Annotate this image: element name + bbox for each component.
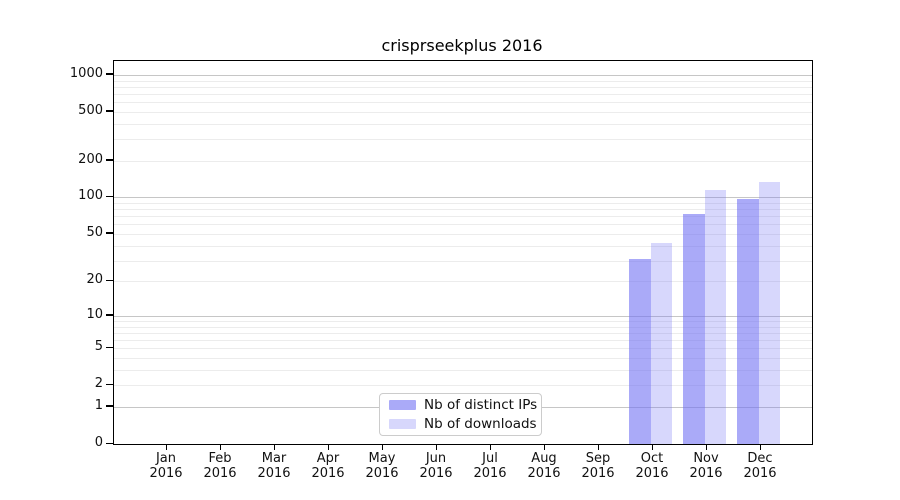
minor-gridline	[114, 80, 812, 82]
bar-distinct-ips-oct	[629, 258, 651, 444]
y-tick-mark	[106, 110, 113, 112]
y-tick-mark	[106, 73, 113, 75]
plot-area	[113, 60, 813, 445]
y-tick-label: 50	[86, 224, 103, 240]
major-gridline	[114, 74, 812, 76]
x-tick-mark	[219, 444, 221, 450]
minor-gridline	[114, 281, 812, 283]
minor-gridline	[114, 160, 812, 162]
minor-gridline	[114, 139, 812, 141]
minor-gridline	[114, 123, 812, 125]
y-tick-label: 500	[78, 102, 103, 118]
y-tick-mark	[106, 279, 113, 282]
x-tick-label: Jul 2016	[473, 451, 507, 481]
y-tick-label: 1000	[69, 65, 103, 81]
minor-gridline	[114, 358, 812, 360]
minor-gridline	[114, 93, 812, 95]
x-tick-label: Mar 2016	[257, 451, 291, 481]
x-tick-label: Aug 2016	[527, 451, 561, 481]
y-tick-mark	[106, 383, 113, 386]
bar-downloads-oct	[650, 243, 672, 444]
y-tick-label: 2	[94, 376, 103, 392]
minor-gridline	[114, 260, 812, 262]
x-tick-label: Apr 2016	[311, 451, 345, 481]
minor-gridline	[114, 216, 812, 218]
y-tick-label: 200	[78, 151, 103, 167]
x-tick-label: Nov 2016	[689, 451, 723, 481]
minor-gridline	[114, 369, 812, 371]
x-tick-mark	[543, 444, 545, 450]
x-tick-mark	[273, 444, 275, 450]
y-tick-mark	[106, 195, 113, 198]
minor-gridline	[114, 385, 812, 387]
bar-distinct-ips-dec	[737, 199, 759, 444]
legend-swatch-downloads	[389, 418, 416, 429]
y-tick-mark	[106, 232, 113, 234]
x-tick-label: May 2016	[365, 451, 399, 481]
major-gridline	[114, 315, 812, 317]
minor-gridline	[114, 86, 812, 88]
chart-title: crisprseekplus 2016	[381, 36, 543, 55]
x-tick-mark	[489, 444, 491, 450]
y-tick-mark	[106, 442, 113, 444]
minor-gridline	[114, 321, 812, 322]
minor-gridline	[114, 224, 812, 226]
x-tick-label: Sep 2016	[581, 451, 615, 481]
minor-gridline	[114, 203, 812, 205]
x-tick-label: Feb 2016	[203, 451, 237, 481]
minor-gridline	[114, 340, 812, 342]
x-tick-mark	[435, 444, 437, 450]
y-tick-mark	[106, 314, 113, 316]
y-tick-mark	[106, 405, 113, 407]
legend-item-downloads: Nb of downloads	[389, 416, 537, 432]
minor-gridline	[114, 233, 812, 235]
minor-gridline	[114, 209, 812, 211]
minor-gridline	[114, 102, 812, 104]
x-tick-mark	[165, 444, 167, 450]
legend-item-distinct-ips: Nb of distinct IPs	[389, 397, 537, 413]
legend-label: Nb of downloads	[424, 415, 537, 432]
legend-label: Nb of distinct IPs	[424, 397, 538, 414]
y-tick-mark	[106, 346, 113, 349]
minor-gridline	[114, 111, 812, 113]
x-tick-mark	[327, 444, 329, 450]
bar-downloads-nov	[704, 190, 726, 444]
x-tick-label: Jan 2016	[149, 451, 183, 481]
x-tick-mark	[597, 444, 599, 450]
y-tick-label: 100	[78, 188, 103, 204]
minor-gridline	[114, 326, 812, 328]
legend-swatch-distinct-ips	[389, 400, 416, 411]
legend: Nb of distinct IPs Nb of downloads	[379, 393, 542, 436]
x-tick-mark	[705, 444, 707, 450]
x-tick-label: Jun 2016	[419, 451, 453, 481]
minor-gridline	[114, 332, 812, 334]
bar-distinct-ips-nov	[683, 214, 705, 444]
x-tick-mark	[651, 444, 653, 450]
y-tick-mark	[106, 159, 113, 161]
major-gridline	[114, 197, 812, 199]
x-tick-label: Dec 2016	[743, 451, 777, 481]
y-tick-label: 1	[94, 397, 103, 413]
x-tick-mark	[759, 444, 761, 450]
y-tick-label: 0	[94, 435, 103, 450]
y-tick-label: 10	[86, 306, 103, 322]
bar-downloads-dec	[758, 181, 780, 444]
x-tick-label: Oct 2016	[635, 451, 669, 481]
minor-gridline	[114, 348, 812, 350]
minor-gridline	[114, 245, 812, 247]
y-tick-label: 5	[94, 339, 103, 355]
x-tick-mark	[381, 444, 383, 450]
y-tick-label: 20	[86, 272, 103, 288]
